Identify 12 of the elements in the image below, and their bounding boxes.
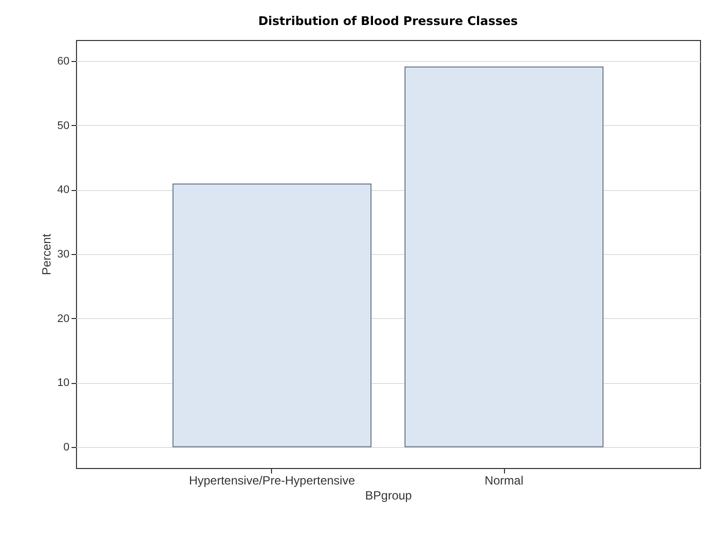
x-axis-title: BPgroup: [365, 488, 412, 502]
x-tick-label: Normal: [484, 474, 524, 488]
y-tick-label: 10: [57, 377, 70, 390]
y-tick-label: 30: [57, 248, 70, 260]
y-tick-label: 0: [63, 441, 70, 454]
y-tick-label: 40: [57, 184, 70, 196]
x-tick-label: Hypertensive/Pre-Hypertensive: [188, 474, 356, 488]
y-tick-label: 50: [57, 120, 70, 132]
chart-title: Distribution of Blood Pressure Classes: [258, 14, 518, 28]
y-tick-label: 60: [57, 56, 70, 68]
y-axis-title: Percent: [39, 233, 54, 276]
y-tick-label: 20: [57, 312, 70, 325]
